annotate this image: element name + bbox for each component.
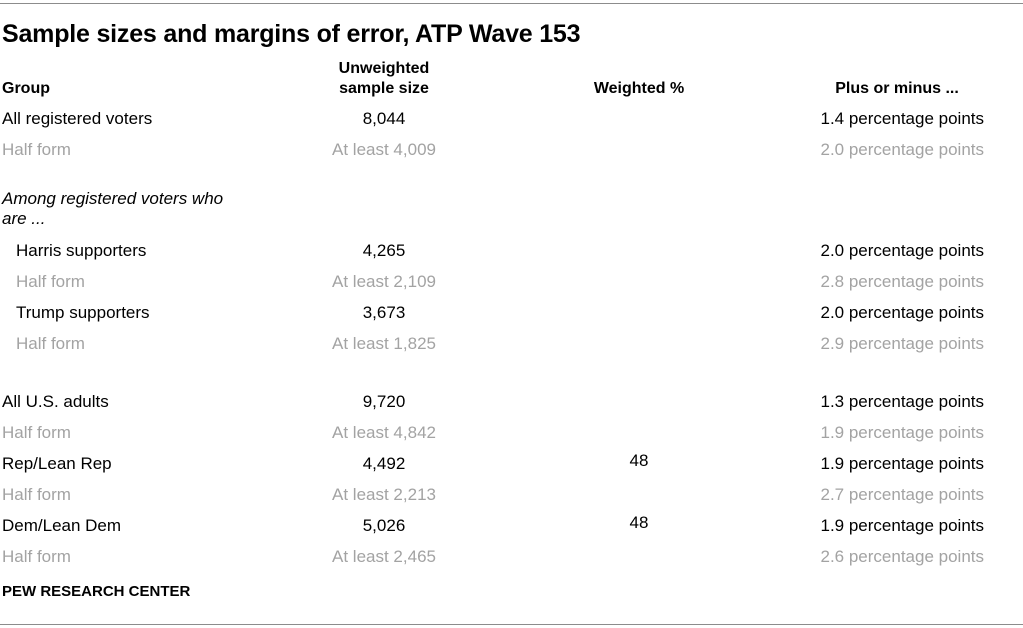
row-group: Half form	[2, 140, 71, 159]
source-label: PEW RESEARCH CENTER	[2, 583, 191, 600]
row-weighted: 48	[629, 451, 649, 470]
row-sample-size: At least 4,009	[332, 140, 436, 159]
row-sample-size: 3,673	[362, 303, 406, 322]
subgroup-label: Among registered voters who are ...	[2, 189, 223, 229]
subgroup-label-line2: are ...	[2, 209, 46, 228]
row-margin: 1.9 percentage points	[820, 516, 984, 535]
row-margin: 2.9 percentage points	[820, 334, 984, 353]
row-sample-size: 8,044	[362, 109, 406, 128]
row-margin: 1.3 percentage points	[820, 392, 984, 411]
header-unweighted: Unweighted sample size	[339, 59, 430, 99]
header-unweighted-line2: sample size	[339, 80, 429, 97]
row-group: Half form	[16, 334, 85, 353]
row-group: Half form	[16, 272, 85, 291]
row-margin: 2.6 percentage points	[820, 547, 984, 566]
row-margin: 2.0 percentage points	[820, 241, 984, 260]
row-sample-size: At least 4,842	[332, 423, 436, 442]
row-sample-size: At least 1,825	[332, 334, 436, 353]
row-sample-size: 5,026	[362, 516, 406, 535]
row-group: Rep/Lean Rep	[2, 454, 112, 473]
header-unweighted-line1: Unweighted	[338, 60, 430, 77]
row-sample-size: At least 2,109	[332, 272, 436, 291]
row-margin: 1.4 percentage points	[820, 109, 984, 128]
row-group: Dem/Lean Dem	[2, 516, 122, 535]
row-group: Half form	[2, 547, 71, 566]
row-group: Trump supporters	[16, 303, 150, 322]
row-margin: 1.9 percentage points	[820, 454, 984, 473]
bottom-rule	[0, 624, 1023, 625]
row-sample-size: 9,720	[362, 392, 406, 411]
header-group: Group	[2, 80, 50, 97]
row-sample-size: 4,492	[362, 454, 406, 473]
row-weighted: 48	[629, 513, 649, 532]
subgroup-label-line1: Among registered voters who	[2, 189, 224, 208]
header-weighted: Weighted %	[593, 80, 685, 97]
header-margin: Plus or minus ...	[835, 80, 959, 97]
row-group: Half form	[2, 423, 71, 442]
row-group: All registered voters	[2, 109, 153, 128]
row-margin: 2.0 percentage points	[820, 303, 984, 322]
row-margin: 2.7 percentage points	[820, 485, 984, 504]
table-title: Sample sizes and margins of error, ATP W…	[2, 20, 581, 48]
row-margin: 2.8 percentage points	[820, 272, 984, 291]
row-group: All U.S. adults	[2, 392, 109, 411]
top-rule	[0, 3, 1023, 4]
row-margin: 2.0 percentage points	[820, 140, 984, 159]
row-group: Harris supporters	[16, 241, 147, 260]
row-sample-size: 4,265	[362, 241, 406, 260]
row-group: Half form	[2, 485, 71, 504]
row-margin: 1.9 percentage points	[820, 423, 984, 442]
row-sample-size: At least 2,465	[332, 547, 436, 566]
row-sample-size: At least 2,213	[332, 485, 436, 504]
